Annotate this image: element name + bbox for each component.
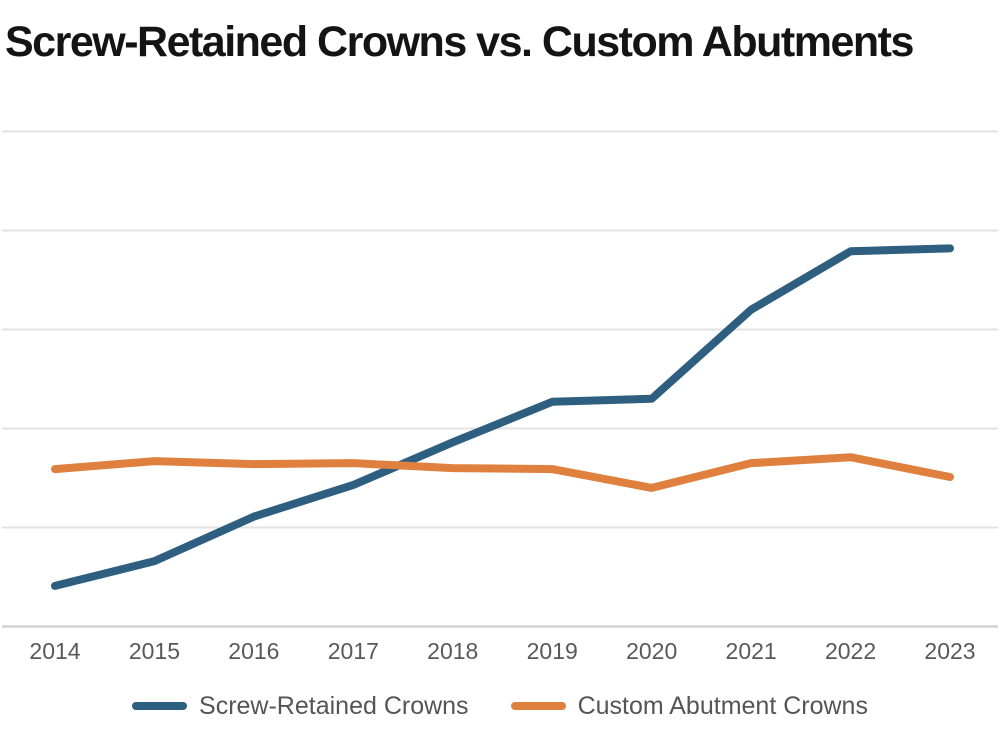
x-tick-label-2021: 2021 (725, 638, 777, 664)
legend-label: Screw-Retained Crowns (199, 691, 469, 720)
x-tick-label-2023: 2023 (924, 638, 976, 664)
x-tick-label-2015: 2015 (128, 638, 181, 664)
x-tick-label-2022: 2022 (824, 638, 877, 664)
chart-title: Screw-Retained Crowns vs. Custom Abutmen… (5, 18, 914, 66)
x-tick-label-2017: 2017 (327, 638, 379, 664)
x-axis: 2014 2015 2016 2017 2018 2019 2020 2021 2022 2023 (0, 636, 1000, 666)
legend: Screw-Retained Crowns Custom Abutment Cro… (0, 690, 1000, 722)
series-line-screw-retained (51, 244, 954, 590)
legend-label: Custom Abutment Crowns (577, 691, 868, 720)
x-tick-label-2016: 2016 (228, 638, 280, 664)
legend-item-custom-abutment: Custom Abutment Crowns (510, 691, 868, 721)
x-tick-label-2020: 2020 (626, 638, 678, 664)
x-tick-label-2014: 2014 (29, 638, 81, 664)
x-tick-label-2018: 2018 (427, 638, 479, 664)
series-line-custom-abutment (51, 453, 954, 492)
legend-swatch-icon (132, 702, 188, 710)
legend-item-screw-retained: Screw-Retained Crowns (132, 692, 469, 721)
x-tick-label-2019: 2019 (526, 638, 578, 664)
legend-swatch-icon (510, 702, 566, 710)
